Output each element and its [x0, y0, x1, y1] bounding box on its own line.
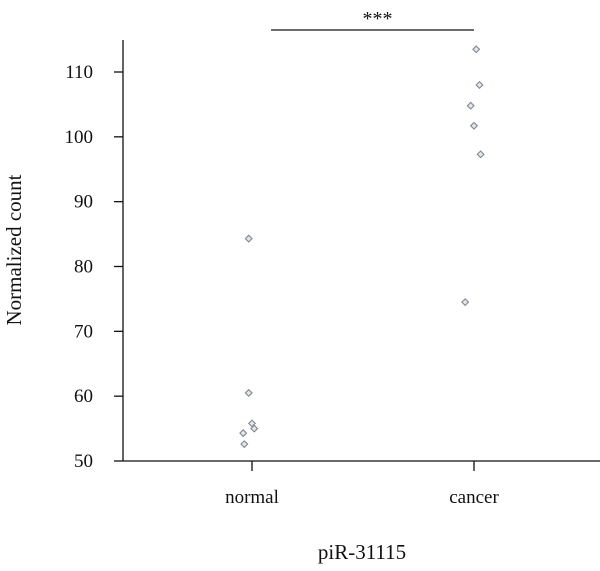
data-points: [239, 45, 485, 449]
data-point: [239, 429, 248, 438]
data-point: [475, 80, 484, 90]
axes: [122, 40, 600, 462]
data-point: [244, 234, 253, 243]
x-tick-label: cancer: [449, 487, 499, 508]
data-point: [247, 419, 257, 428]
data-point: [472, 45, 481, 54]
x-axis-title: piR-31115: [318, 540, 406, 564]
y-tick-label: 70: [74, 321, 93, 342]
y-tick-label: 90: [74, 192, 93, 213]
data-point: [250, 424, 259, 433]
y-tick-label: 100: [65, 127, 94, 148]
y-tick-label: 110: [65, 62, 93, 83]
y-tick-label: 80: [74, 257, 93, 278]
significance-bracket: ***: [271, 8, 474, 31]
y-tick-label: 50: [74, 451, 93, 472]
x-ticks: normal cancer: [225, 461, 499, 508]
significance-label: ***: [363, 8, 393, 30]
y-ticks: 50 60 70 80 90 100 110: [65, 62, 123, 472]
data-point: [461, 298, 470, 307]
data-point: [466, 101, 475, 110]
y-tick-label: 60: [74, 386, 93, 407]
data-point: [476, 150, 485, 159]
y-axis-title: Normalized count: [2, 174, 26, 325]
data-point: [469, 121, 479, 130]
data-point: [244, 388, 253, 398]
x-tick-label: normal: [225, 487, 279, 508]
data-point: [240, 440, 249, 449]
